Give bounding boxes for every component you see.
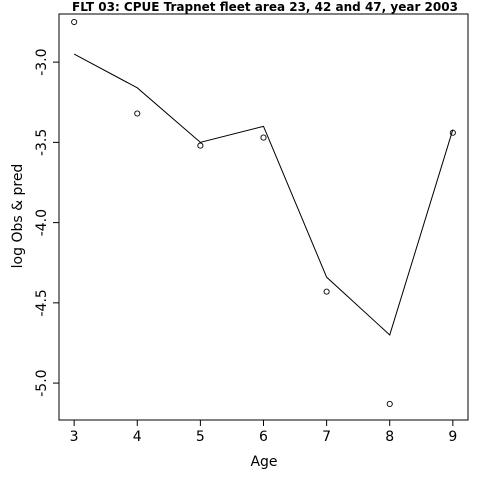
y-tick-label: -5.0 xyxy=(34,369,50,396)
y-tick-label: -3.0 xyxy=(34,48,50,75)
x-tick-label: 5 xyxy=(196,429,205,445)
x-axis: 3 4 5 6 7 8 9 xyxy=(70,419,457,445)
observed-point xyxy=(323,288,330,295)
y-tick-label: -3.5 xyxy=(34,129,50,156)
observed-point xyxy=(449,129,456,136)
y-axis-label: log Obs & pred xyxy=(10,164,26,269)
observed-point xyxy=(386,400,393,408)
plot-area-border xyxy=(58,13,469,421)
y-axis: -3.0 -3.5 -4.0 -4.5 -5.0 xyxy=(34,48,60,397)
x-tick-label: 6 xyxy=(259,429,268,445)
x-tick-label: 4 xyxy=(133,429,142,445)
x-tick-label: 3 xyxy=(70,429,79,445)
y-tick-label: -4.0 xyxy=(34,209,50,236)
x-axis-label: Age xyxy=(250,454,277,470)
observed-point xyxy=(197,142,204,149)
x-tick-label: 7 xyxy=(322,429,331,445)
observed-point xyxy=(260,134,267,141)
observed-point xyxy=(134,110,141,117)
y-tick-label: -4.5 xyxy=(34,289,50,316)
x-tick-label: 9 xyxy=(448,429,457,445)
observed-point xyxy=(71,18,78,26)
predicted-line xyxy=(73,53,454,336)
x-tick-label: 8 xyxy=(385,429,394,445)
series-layer xyxy=(71,18,456,408)
chart-title: FLT 03: CPUE Trapnet fleet area 23, 42 a… xyxy=(72,0,458,14)
